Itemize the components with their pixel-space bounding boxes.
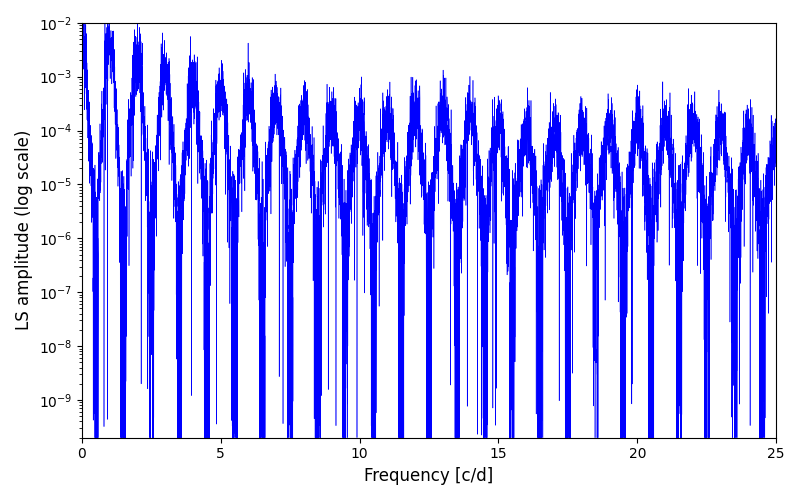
X-axis label: Frequency [c/d]: Frequency [c/d]: [364, 467, 494, 485]
Y-axis label: LS amplitude (log scale): LS amplitude (log scale): [15, 130, 33, 330]
